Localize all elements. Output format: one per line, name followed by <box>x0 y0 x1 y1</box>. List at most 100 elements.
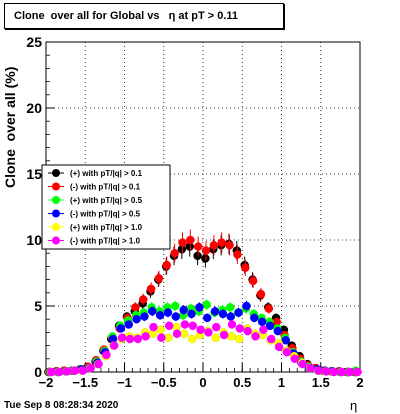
legend-label: (+) with pT/|q| > 1.0 <box>70 223 143 232</box>
x-tick-label: −0.5 <box>151 375 177 390</box>
data-point <box>171 312 181 321</box>
data-point <box>188 321 197 331</box>
data-point <box>273 326 283 336</box>
data-point <box>196 325 205 335</box>
x-tick-label: −1.5 <box>72 375 98 390</box>
data-point <box>180 329 189 338</box>
data-point <box>314 366 323 375</box>
data-point <box>141 332 150 341</box>
y-tick-label: 5 <box>34 298 42 314</box>
legend-marker <box>52 182 60 191</box>
data-point <box>47 367 56 377</box>
legend-label: (-) with pT/|q| > 0.5 <box>70 210 141 219</box>
data-point <box>329 367 339 377</box>
data-point <box>250 313 259 323</box>
legend-label: (+) with pT/|q| > 0.5 <box>70 196 143 205</box>
data-point <box>265 321 275 331</box>
data-point <box>234 308 243 317</box>
data-point <box>70 366 80 375</box>
data-point <box>164 321 174 331</box>
legend-marker <box>52 196 60 204</box>
data-point <box>209 241 219 250</box>
data-point <box>131 303 140 312</box>
legend-marker <box>52 209 60 218</box>
legend-label: (+) with pT/|q| > 0.1 <box>70 169 143 178</box>
data-point <box>149 322 158 332</box>
series-6 <box>47 320 362 377</box>
x-axis-label: η <box>350 398 358 413</box>
legend-marker <box>52 223 60 231</box>
data-point <box>219 330 229 340</box>
x-tick-label: −2 <box>39 375 54 390</box>
data-point <box>264 304 274 313</box>
x-tick-label: −1 <box>117 375 132 390</box>
data-point <box>282 347 292 357</box>
data-point <box>163 308 173 317</box>
x-tick-label: 1.5 <box>312 375 330 390</box>
data-point <box>124 320 133 329</box>
y-tick-label: 0 <box>34 364 42 380</box>
data-series <box>44 229 362 377</box>
data-point <box>116 324 126 333</box>
x-tick-label: 1 <box>278 375 285 390</box>
data-point <box>133 334 143 344</box>
data-point <box>187 334 197 344</box>
x-tick-label: 0 <box>199 375 206 390</box>
data-point <box>225 241 234 250</box>
data-point <box>217 238 226 247</box>
data-point <box>202 300 211 309</box>
legend-label: (-) with pT/|q| > 0.1 <box>70 183 141 192</box>
data-point <box>187 309 196 319</box>
data-point <box>172 329 182 338</box>
data-point <box>102 350 111 360</box>
data-point <box>210 307 220 316</box>
data-point <box>140 312 149 321</box>
legend-label: (-) with pT/|q| > 1.0 <box>70 237 141 246</box>
data-point <box>146 284 156 294</box>
data-point <box>225 303 235 312</box>
x-tick-label: 2 <box>356 375 363 390</box>
data-point <box>193 242 203 251</box>
data-point <box>337 367 347 377</box>
data-point <box>193 251 202 261</box>
data-point <box>353 367 362 377</box>
data-point <box>251 332 260 341</box>
data-point <box>78 366 88 375</box>
data-point <box>243 326 252 336</box>
data-point <box>274 342 284 352</box>
data-point <box>195 303 204 312</box>
data-point <box>162 260 172 270</box>
data-point <box>180 320 190 329</box>
data-point <box>290 354 300 364</box>
data-point <box>157 333 166 342</box>
footer-date: Tue Sep 8 08:28:34 2020 <box>4 400 119 411</box>
data-point <box>212 322 221 332</box>
data-point <box>179 305 188 315</box>
data-point <box>298 359 307 369</box>
data-point <box>154 274 164 283</box>
data-point <box>170 248 179 258</box>
data-point <box>257 317 267 327</box>
data-point <box>86 363 95 373</box>
data-point <box>202 313 212 323</box>
data-point <box>62 367 72 376</box>
data-point <box>226 312 236 321</box>
y-axis-label: Clone over all (%) <box>2 66 18 188</box>
legend-box <box>41 164 171 250</box>
chart-title: Clone over all for Global vs η at pT > 0… <box>14 10 239 22</box>
data-point <box>117 333 127 342</box>
data-point <box>211 333 220 342</box>
data-point <box>55 367 64 377</box>
y-tick-label: 25 <box>26 34 42 50</box>
data-point <box>155 310 165 320</box>
data-point <box>227 332 236 341</box>
data-point <box>148 307 157 316</box>
data-point <box>234 334 244 344</box>
title-box: Clone over all for Global vs η at pT > 0… <box>4 3 284 29</box>
data-point <box>201 246 211 255</box>
data-point <box>125 334 135 344</box>
y-tick-label: 20 <box>26 100 42 116</box>
data-point <box>241 263 250 272</box>
data-point <box>186 235 195 245</box>
data-point <box>227 320 237 329</box>
